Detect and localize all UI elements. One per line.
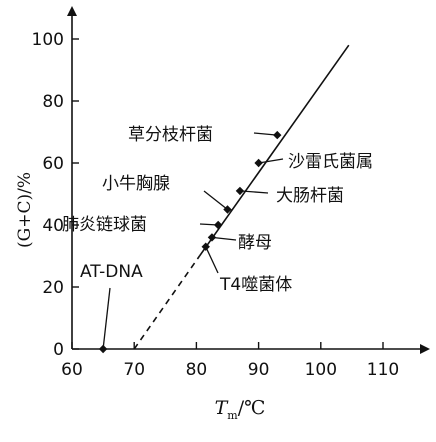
annotation-label: 草分枝杆菌	[128, 125, 213, 145]
y-axis-label: (G+C)/%	[15, 172, 35, 248]
y-tick-label: 60	[42, 154, 64, 174]
annotation-leader	[258, 158, 284, 164]
x-axis-label-main: T	[215, 397, 229, 419]
x-tick-label: 110	[367, 360, 399, 380]
annotation-label: T4噬菌体	[219, 275, 292, 295]
annotation-leader	[203, 190, 228, 211]
y-tick-label: 100	[32, 30, 64, 50]
annotation-leader	[199, 223, 219, 226]
annotation-leader	[253, 132, 278, 136]
trend-line-solid	[198, 44, 350, 257]
annotation-leader	[102, 287, 111, 350]
annotation-label: 沙雷氏菌属	[288, 152, 373, 172]
x-axis-label: Tm/℃	[215, 397, 266, 422]
x-axis-label-sub: m	[227, 409, 238, 422]
y-tick-label: 20	[42, 278, 64, 298]
trend-line-dashed	[133, 255, 201, 350]
x-ticks: 60 70 80 90 100 110	[61, 342, 399, 380]
y-tick-label: 40	[42, 216, 64, 236]
annotation-label: 小牛胸腺	[102, 174, 170, 194]
y-tick-label: 80	[42, 92, 64, 112]
annotation-leader	[239, 190, 269, 194]
x-axis-label-unit: /℃	[238, 397, 266, 419]
annotation-leader	[205, 246, 219, 274]
x-tick-label: 90	[248, 360, 270, 380]
y-ticks: 0 20 40 60 80 100	[32, 30, 79, 360]
annotation-leader	[211, 236, 237, 241]
x-tick-label: 70	[123, 360, 145, 380]
annotation-label: 酵母	[238, 233, 272, 253]
x-tick-label: 80	[186, 360, 208, 380]
x-tick-label: 100	[305, 360, 337, 380]
annotation-label: AT-DNA	[80, 262, 143, 282]
annotation-label: 肺炎链球菌	[62, 215, 147, 235]
y-tick-label: 0	[53, 340, 64, 360]
x-tick-label: 60	[61, 360, 83, 380]
data-point	[254, 158, 263, 168]
annotation-label: 大肠杆菌	[276, 186, 344, 206]
